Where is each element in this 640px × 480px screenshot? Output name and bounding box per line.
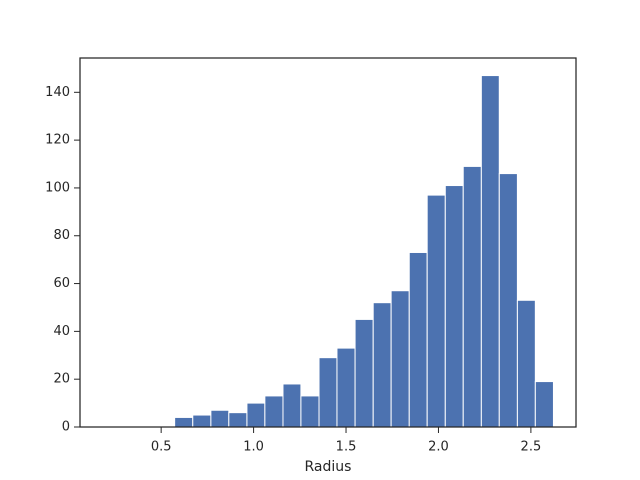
bar [480,75,500,428]
bar [192,414,212,428]
x-tick-label: 1.0 [243,440,264,455]
bar [282,383,302,428]
bar [498,173,518,428]
bar [300,395,320,428]
bar [246,402,266,428]
bar [372,302,392,428]
bar [354,318,374,428]
y-tick-label: 20 [53,372,70,387]
bar [462,165,482,428]
y-tick-label: 140 [45,85,70,100]
bar [210,409,230,428]
bar [264,395,284,428]
bar [534,381,554,428]
x-axis-label: Radius [305,459,352,475]
bar [426,194,446,428]
bar [390,290,410,428]
y-tick-label: 120 [45,133,70,148]
x-tick-label: 2.5 [521,440,542,455]
y-tick-label: 100 [45,180,70,195]
y-tick-label: 80 [53,228,70,243]
bar [444,185,464,428]
bar [228,412,248,428]
bar [318,357,338,428]
bar [408,251,428,428]
y-tick-label: 40 [53,324,70,339]
bar [336,347,356,428]
x-tick-label: 1.5 [336,440,357,455]
plot-frame [79,57,577,428]
x-tick-label: 2.0 [428,440,449,455]
y-tick-label: 60 [53,276,70,291]
bar [516,299,536,428]
x-tick-label: 0.5 [151,440,172,455]
bar [174,416,194,428]
y-tick-label: 0 [62,420,70,435]
